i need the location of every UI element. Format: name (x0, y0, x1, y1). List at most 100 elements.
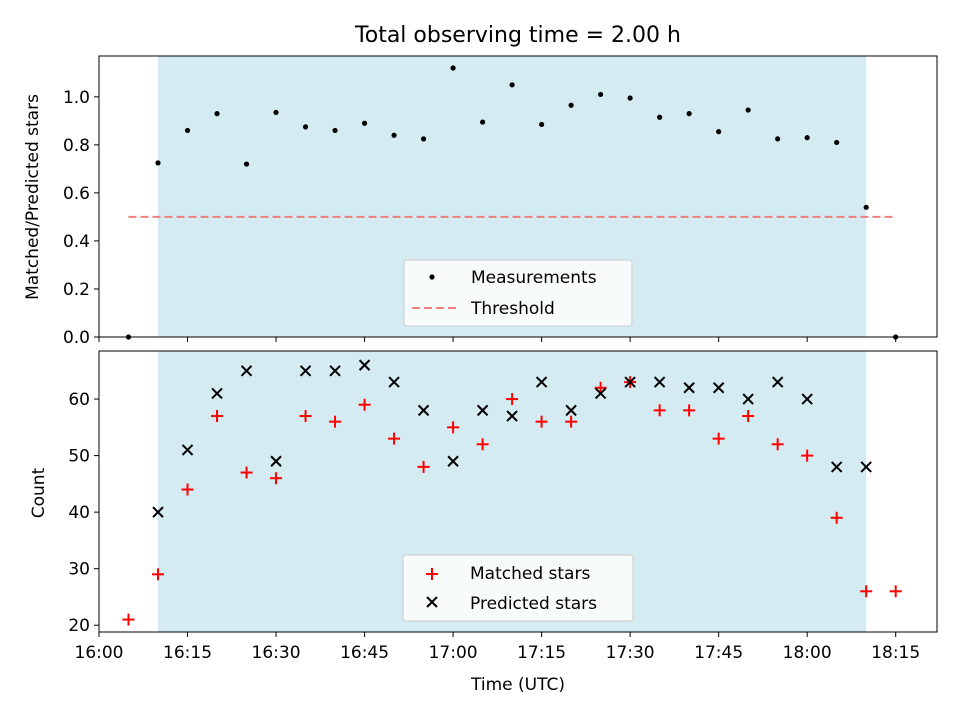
marker-stroke (299, 365, 312, 377)
matched-star-point (152, 568, 165, 581)
ratio-legend: Measurements Threshold (403, 259, 633, 327)
marker-stroke (152, 506, 164, 518)
predicted-star-point (565, 404, 577, 417)
ratio-legend-box (403, 259, 633, 327)
measurement-point (479, 119, 486, 125)
matched-star-point (594, 381, 607, 394)
measurement-point (686, 111, 692, 117)
count-legend: Matched stars Predicted stars (402, 554, 634, 622)
predicted-star-point (211, 387, 223, 400)
marker-stroke (742, 393, 754, 405)
measurement-point (745, 107, 751, 113)
marker-stroke (565, 404, 577, 417)
measurement-point (184, 127, 191, 134)
matched-star-point (447, 421, 460, 434)
y-tick-label: 0.8 (63, 136, 90, 156)
measurement-point (420, 136, 427, 142)
matched-star-point (506, 393, 519, 406)
measurement-point (361, 120, 368, 126)
measurement-point (775, 136, 781, 142)
measurement-point (568, 102, 574, 108)
x-tick-label: 16:45 (340, 643, 389, 663)
measurement-point (804, 135, 810, 141)
marker-stroke (506, 410, 518, 422)
count-y-axis: 20 30 40 50 60 (68, 390, 99, 636)
predicted-star-point (152, 506, 164, 518)
matched-star-point (889, 585, 902, 598)
measurement-point (509, 82, 515, 88)
predicted-star-point (506, 410, 518, 422)
matched-star-point (712, 432, 725, 445)
predicted-stars-points (152, 359, 872, 518)
marker-stroke (447, 455, 459, 467)
x-tick-label: 17:15 (517, 643, 566, 663)
x-tick-label: 18:00 (783, 643, 832, 663)
measurement-point (627, 95, 633, 101)
predicted-star-point (653, 376, 666, 388)
matched-star-point (329, 415, 342, 428)
matched-star-point (358, 398, 371, 411)
predicted-star-point (624, 376, 636, 388)
matched-star-point (565, 415, 578, 428)
predicted-star-point (358, 359, 371, 371)
x-tick-label: 17:30 (606, 643, 655, 663)
ratio-x-axis (98, 337, 897, 342)
measurement-point (863, 204, 869, 210)
marker-stroke (830, 461, 843, 473)
predicted-star-point (447, 455, 459, 467)
measurement-point (155, 160, 161, 166)
legend-measurements-label: Measurements (471, 268, 597, 288)
legend-predicted-marker (426, 596, 438, 608)
x-tick-label: 18:15 (871, 643, 920, 663)
x-tick-label: 16:30 (252, 643, 301, 663)
legend-measurements-marker (429, 274, 435, 280)
marker-stroke (653, 376, 666, 388)
y-tick-label: 0.4 (63, 232, 90, 252)
predicted-star-point (299, 365, 312, 377)
predicted-star-point (860, 461, 872, 473)
count-x-axis: 16:00 16:15 16:30 16:45 17:00 17:15 17:30 17:45… (75, 632, 920, 663)
measurement-point (450, 65, 456, 71)
x-tick-label: 16:15 (163, 643, 212, 663)
marker-stroke (771, 376, 784, 388)
matched-star-point (299, 410, 312, 423)
measurement-point (598, 91, 604, 98)
ratio-plot-frame (98, 55, 938, 338)
predicted-star-point (771, 376, 784, 388)
measurement-point (539, 121, 545, 128)
matched-star-point (417, 460, 430, 473)
predicted-star-point (476, 404, 489, 417)
chart-title: Total observing time = 2.00 h (354, 23, 681, 48)
x-axis-label: Time (UTC) (470, 675, 565, 695)
predicted-star-point (830, 461, 843, 473)
matched-star-point (801, 449, 814, 462)
measurement-point (657, 114, 663, 120)
matched-star-point (535, 415, 548, 428)
predicted-star-point (181, 444, 194, 456)
marker-stroke (270, 455, 282, 467)
matched-star-point (742, 410, 755, 423)
marker-stroke (240, 365, 253, 377)
legend-threshold-label: Threshold (470, 299, 555, 319)
matched-star-point (388, 432, 401, 445)
marker-stroke (358, 359, 371, 371)
ratio-y-axis-label: Matched/Predicted stars (23, 94, 43, 300)
predicted-star-point (388, 376, 400, 388)
measurement-point (302, 124, 309, 130)
marker-stroke (476, 404, 489, 417)
measurement-point (273, 109, 279, 116)
x-tick-label: 16:00 (75, 643, 124, 663)
y-tick-label: 30 (68, 560, 90, 580)
marker-stroke (388, 376, 400, 388)
matched-star-point (771, 438, 784, 451)
measurement-point (391, 132, 397, 138)
count-legend-box (402, 554, 634, 622)
matched-star-point (476, 438, 489, 451)
marker-stroke (329, 365, 341, 377)
count-y-axis-label: Count (29, 467, 49, 518)
x-tick-label: 17:45 (694, 643, 743, 663)
predicted-star-point (270, 455, 282, 467)
marker-stroke (712, 382, 725, 394)
count-panel: 20 30 40 50 60 16:00 16:15 16:30 16:45 17:00 17:1… (29, 350, 938, 695)
